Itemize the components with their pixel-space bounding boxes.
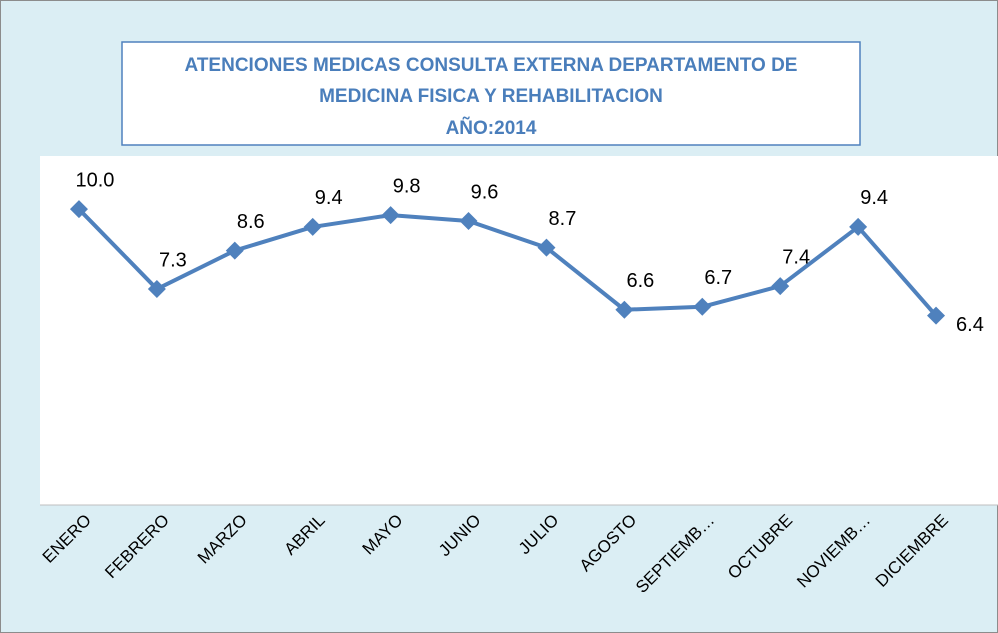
data-point — [693, 297, 712, 316]
data-label: 9.8 — [393, 175, 421, 197]
data-label: 6.4 — [956, 314, 984, 336]
data-label: 10.0 — [75, 169, 114, 191]
data-point — [771, 277, 790, 296]
data-label: 6.6 — [626, 270, 654, 292]
data-label: 9.6 — [471, 181, 499, 203]
plot-area — [40, 156, 998, 505]
data-point — [381, 206, 400, 225]
data-label: 9.4 — [315, 187, 343, 209]
data-label: 6.7 — [704, 267, 732, 289]
data-label: 9.4 — [860, 187, 888, 209]
data-label: 8.7 — [549, 208, 577, 230]
data-point — [927, 306, 946, 325]
chart-title: AÑO:2014 — [446, 117, 537, 139]
data-point — [849, 217, 868, 236]
data-point — [225, 241, 244, 260]
data-label: 7.4 — [782, 246, 810, 268]
chart-title: MEDICINA FISICA Y REHABILITACION — [319, 86, 663, 107]
data-point — [69, 200, 88, 219]
data-point — [147, 280, 166, 299]
chart-title: ATENCIONES MEDICAS CONSULTA EXTERNA DEPA… — [185, 55, 798, 76]
data-label: 7.3 — [159, 249, 187, 271]
data-label: 8.6 — [237, 211, 265, 233]
data-point — [303, 217, 322, 236]
title-box — [121, 41, 861, 146]
data-point — [537, 238, 556, 257]
data-line — [77, 207, 938, 317]
data-point — [459, 212, 478, 230]
data-point — [615, 300, 634, 319]
